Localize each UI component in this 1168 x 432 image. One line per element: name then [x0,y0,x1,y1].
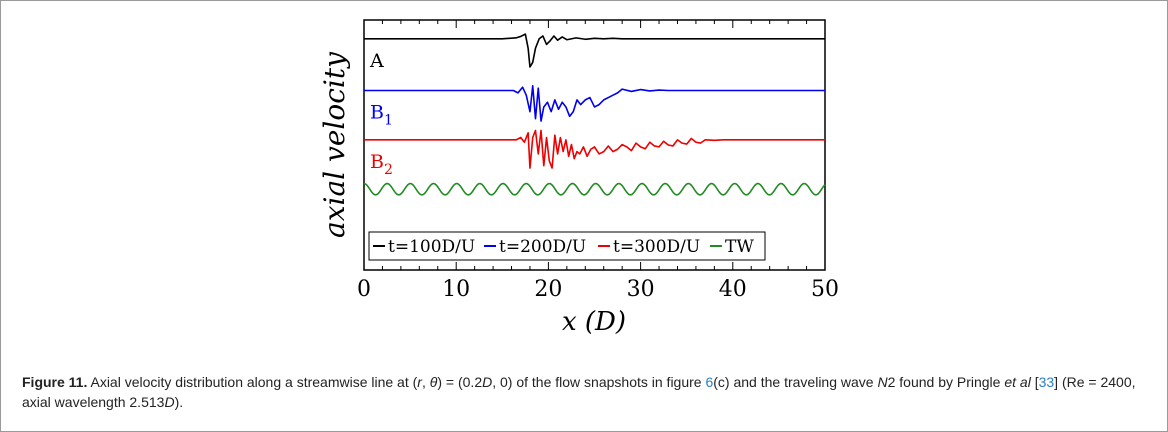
caption-text-6: ] (Re = 2400, axial wavelength 2.513 [22,374,1136,410]
plot-area [363,19,826,271]
curve-label-1: A [369,50,384,72]
figure-caption: Figure 11. Axial velocity distribution a… [22,372,1142,412]
caption-text-3: , 0) of the flow snapshots in figure [492,374,706,390]
legend-label-1: t=100D/U [388,237,475,257]
x-tick-label: 0 [357,277,371,302]
caption-figure-label: Figure 11. [22,374,88,390]
legend-label-2: t=200D/U [499,237,586,257]
caption-text-5: 2 found by Pringle [887,374,1005,390]
citation-33-link[interactable]: 33 [1038,374,1055,390]
series-line-1 [364,33,825,68]
legend: t=100D/U t=200D/U t=300D/U TW [368,231,766,261]
series-lines [363,33,826,196]
x-ticks [363,20,826,270]
series-line-3 [364,129,825,169]
caption-text-2: ) = (0.2 [437,374,483,390]
caption-theta: θ [429,374,438,390]
x-tick-label: 50 [811,277,839,302]
caption-cite-open: [ [1030,374,1039,390]
legend-label-3: t=300D/U [613,237,700,257]
caption-r: r [417,374,422,390]
legend-label-4: TW [725,237,754,257]
caption-D1: D [482,374,493,390]
x-tick-label: 40 [719,277,747,302]
caption-etal: et al [1004,374,1031,390]
x-axis-label: x (D) [562,307,626,337]
caption-text-7: ). [174,394,184,410]
x-tick-label: 30 [627,277,655,302]
caption-D2: D [164,394,175,410]
legend-box [368,231,766,261]
figure-6-link[interactable]: 6 [705,374,714,390]
x-tick-label: 20 [534,277,562,302]
caption-N2: N [877,374,888,390]
caption-text-4: (c) and the traveling wave [713,374,878,390]
y-axis-label: axial velocity [318,51,351,238]
caption-comma: , [421,374,430,390]
x-tick-labels: 0 10 20 30 40 50 [357,277,839,302]
caption-text-1: Axial velocity distribution along a stre… [87,374,418,390]
series-line-2 [364,85,825,122]
x-tick-label: 10 [442,277,470,302]
series-line-4 [363,182,826,196]
